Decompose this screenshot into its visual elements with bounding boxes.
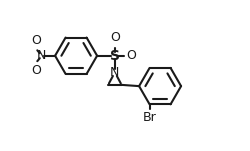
Text: O: O xyxy=(31,64,41,77)
Text: Br: Br xyxy=(142,111,156,124)
Text: O: O xyxy=(31,34,41,47)
Text: N: N xyxy=(37,49,46,62)
Text: O: O xyxy=(126,49,136,62)
Text: N: N xyxy=(110,66,119,79)
Text: O: O xyxy=(110,31,119,44)
Text: S: S xyxy=(110,49,120,63)
